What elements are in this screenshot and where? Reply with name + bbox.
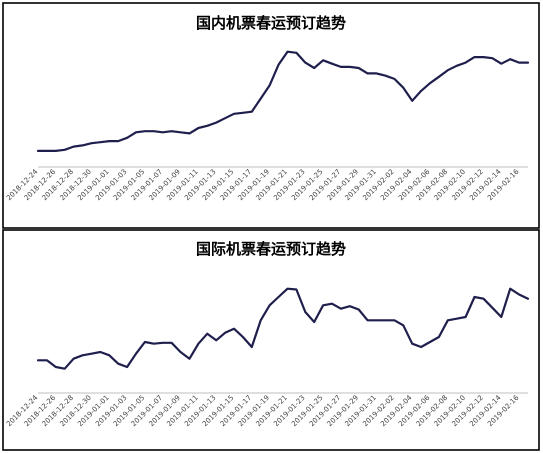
chart-frame (2, 2, 540, 229)
series-line (36, 50, 530, 152)
x-tick-labels: 2018-12-242018-12-262018-12-282018-12-30… (5, 167, 521, 202)
chart-frame (2, 229, 540, 451)
chart-panel-domestic: 国内机票春运预订趋势 2018-12-242018-12-262018-12-2… (2, 2, 540, 229)
chart-title: 国内机票春运预订趋势 (196, 14, 346, 32)
x-tick-labels: 2018-12-242018-12-262018-12-282018-12-30… (5, 393, 521, 428)
series-line (36, 287, 530, 370)
chart-panel-international: 国际机票春运预订趋势 2018-12-242018-12-262018-12-2… (2, 229, 540, 451)
chart-title: 国际机票春运预订趋势 (196, 240, 346, 258)
